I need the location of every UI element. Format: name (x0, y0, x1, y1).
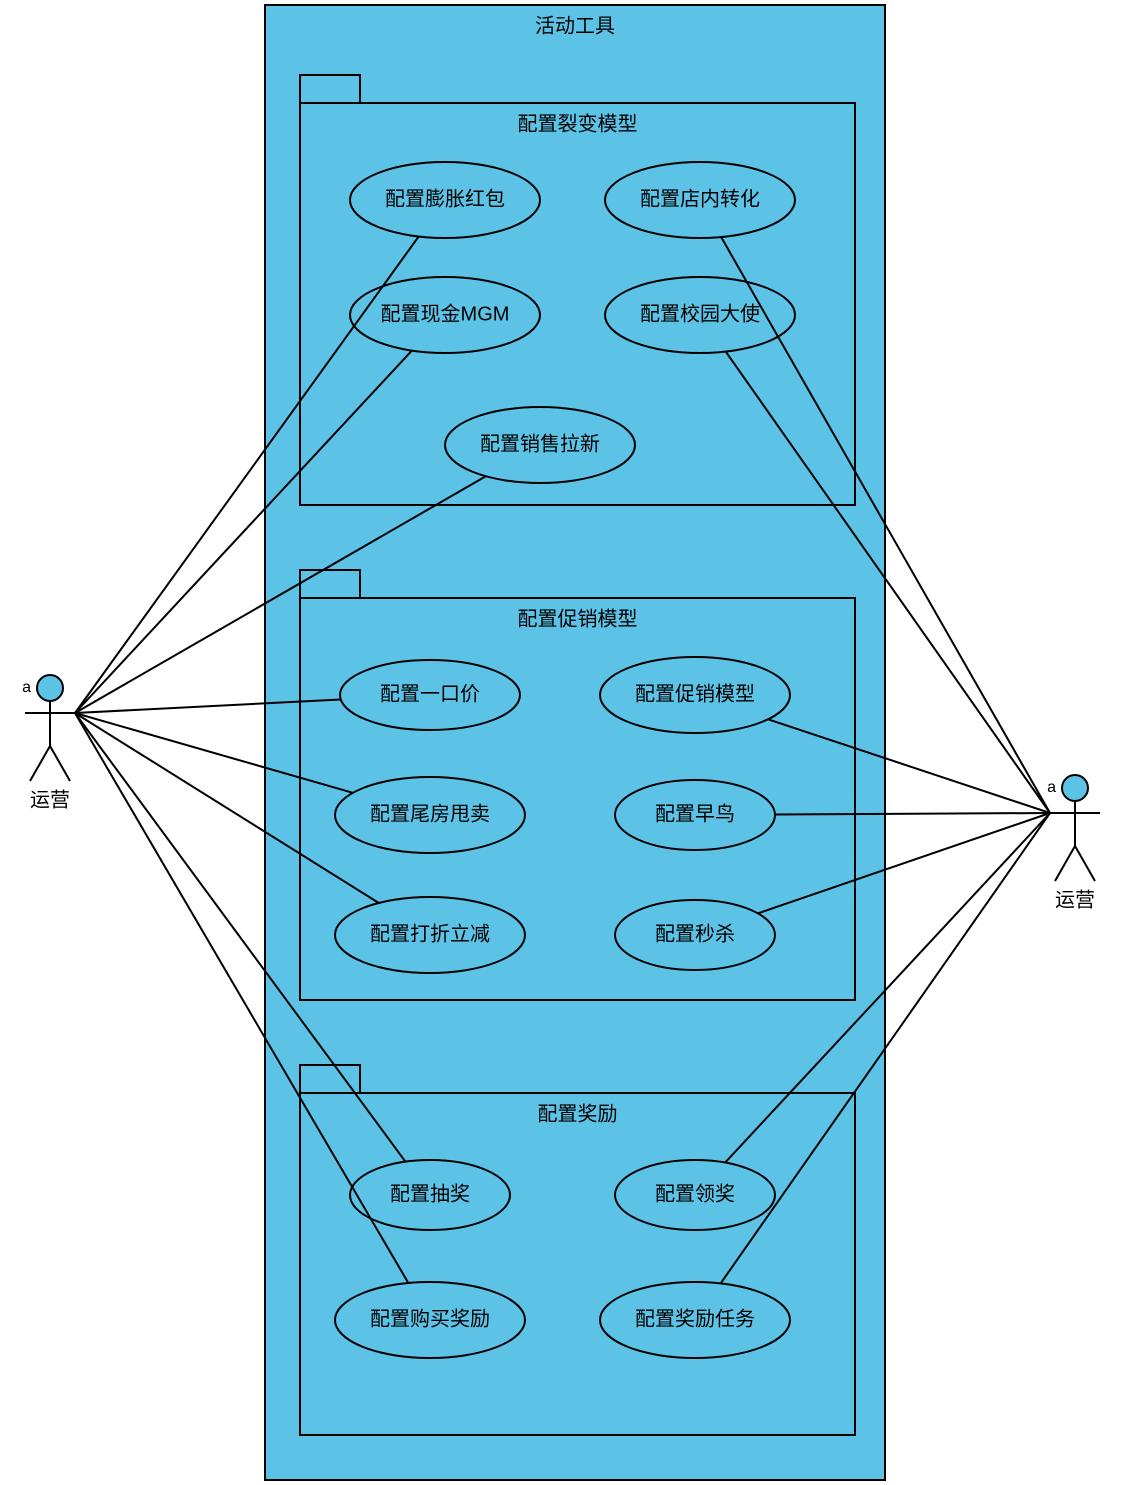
uc_buy_reward-label: 配置购买奖励 (370, 1307, 490, 1330)
actor-right-head (1062, 775, 1088, 801)
uc_last_room-label: 配置尾房甩卖 (370, 802, 490, 825)
uc_instore_convert-label: 配置店内转化 (640, 187, 760, 210)
uc_one_price-label: 配置一口价 (380, 683, 480, 705)
uc_reward_task-label: 配置奖励任务 (635, 1307, 755, 1330)
pkg_reward (300, 1093, 855, 1435)
pkg_promo-tab (300, 570, 360, 598)
uc_promo_model-label: 配置促销模型 (635, 682, 755, 705)
uc_campus_ambass-label: 配置校园大使 (640, 302, 760, 325)
pkg_fission-title: 配置裂变模型 (518, 112, 638, 135)
actor-right-leg-r (1075, 846, 1095, 881)
uc_sales_new-label: 配置销售拉新 (480, 432, 600, 455)
actor-left-leg-l (30, 746, 50, 781)
actor-left-tag: a (22, 679, 31, 696)
actor-left-label: 运营 (30, 788, 70, 811)
actor-right: a 运营 (1047, 775, 1100, 911)
uc_discount-label: 配置打折立减 (370, 922, 490, 945)
actor-left: a 运营 (22, 675, 75, 811)
actor-right-leg-l (1055, 846, 1075, 881)
uc_expand_redpacket-label: 配置膨胀红包 (385, 187, 505, 210)
uc_seckill-label: 配置秒杀 (655, 922, 735, 945)
pkg_promo-title: 配置促销模型 (518, 607, 638, 630)
pkg_fission-tab (300, 75, 360, 103)
pkg_reward-title: 配置奖励 (538, 1102, 618, 1125)
actor-left-leg-r (50, 746, 70, 781)
actor-right-label: 运营 (1055, 888, 1095, 911)
uc_early_bird-label: 配置早鸟 (655, 802, 735, 825)
uc_cash_mgm-label: 配置现金MGM (381, 302, 510, 325)
actor-right-tag: a (1047, 779, 1056, 796)
uc_lottery-label: 配置抽奖 (390, 1182, 470, 1205)
actor-left-head (37, 675, 63, 701)
system-title: 活动工具 (535, 14, 615, 37)
uc_claim_reward-label: 配置领奖 (655, 1182, 735, 1205)
use-case-diagram: 活动工具配置裂变模型配置膨胀红包 配置店内转化配置现金MGM 配置校园大使配置销售拉… (0, 0, 1145, 1485)
